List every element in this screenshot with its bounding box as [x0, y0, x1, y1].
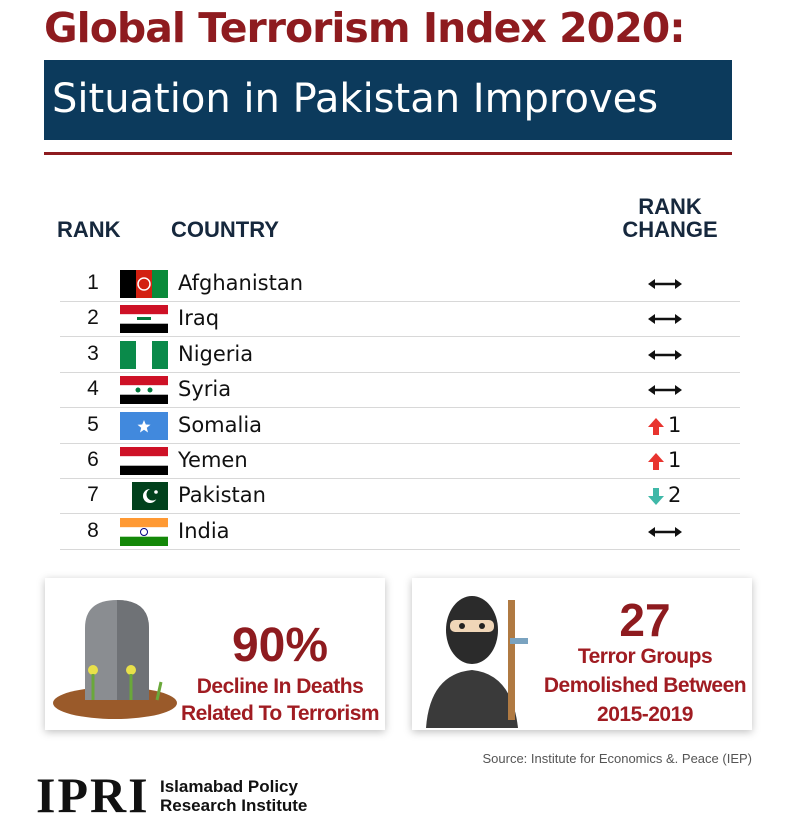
stat-text: Demolished Between — [543, 674, 747, 697]
stat-figure: 90% — [231, 619, 329, 672]
source: Source: Institute for Economics &. Peace… — [482, 751, 752, 766]
down-arrow-icon — [646, 486, 666, 506]
rank-number: 4 — [87, 377, 99, 401]
row-separator — [60, 442, 740, 444]
row-separator — [60, 301, 740, 302]
rank-number: 5 — [87, 412, 99, 436]
no-change-icon — [647, 277, 683, 291]
stat-figure: 27 — [619, 594, 671, 646]
country-name: India — [178, 518, 230, 543]
flag — [120, 340, 168, 373]
subtitle: Situation in Pakistan Improves — [52, 76, 659, 122]
stat-card — [412, 578, 752, 730]
org-name: Research Institute — [160, 796, 308, 815]
rank-number: 1 — [87, 271, 99, 294]
stat-text: Decline In Deaths — [196, 675, 364, 698]
flag — [120, 305, 168, 337]
rank-number: 7 — [87, 483, 99, 507]
row-separator — [60, 478, 740, 479]
militant-icon — [426, 596, 528, 728]
no-change-icon — [647, 525, 683, 539]
up-arrow-icon — [646, 451, 666, 471]
row-separator — [60, 407, 740, 409]
stat-text: Related To Terrorism — [180, 702, 380, 725]
gravestone-icon — [53, 600, 177, 719]
country-name: Iraq — [178, 306, 220, 331]
logo: IPRI — [36, 767, 150, 823]
country-header: COUNTRY — [171, 217, 279, 242]
country-name: Afghanistan — [178, 271, 304, 295]
title: Global Terrorism Index 2020: — [44, 4, 686, 52]
stat-text: 2015-2019 — [597, 703, 693, 726]
stat-card — [45, 578, 385, 730]
rank-header: RANK — [57, 217, 121, 242]
rank-number: 3 — [87, 341, 99, 365]
rank-number: 6 — [87, 448, 99, 471]
rank-number: 2 — [87, 306, 99, 330]
rank-change-value: 2 — [668, 483, 682, 508]
subtitle-band — [44, 60, 732, 140]
country-name: Yemen — [178, 448, 248, 472]
flag — [120, 517, 168, 550]
row-separator — [60, 513, 740, 515]
change-header: RANK — [638, 194, 702, 219]
flag — [120, 376, 168, 408]
row-separator — [60, 371, 740, 373]
stat-text: Terror Groups — [577, 645, 713, 668]
rank-number: 8 — [87, 518, 99, 542]
country-name: Somalia — [178, 412, 263, 437]
flag — [120, 270, 168, 302]
row-separator — [60, 548, 740, 550]
no-change-icon — [647, 348, 683, 362]
up-arrow-icon — [646, 416, 666, 436]
country-name: Pakistan — [178, 483, 266, 508]
no-change-icon — [647, 312, 683, 326]
country-name: Syria — [178, 377, 232, 402]
org-name: Islamabad Policy — [160, 777, 298, 796]
divider — [44, 152, 732, 155]
no-change-icon — [647, 383, 683, 397]
infographic: Global Terrorism Index 2020: Situation i… — [36, 4, 752, 823]
rank-change-value: 1 — [668, 412, 682, 437]
flag — [120, 411, 168, 444]
rank-change-value: 1 — [668, 448, 682, 472]
change-header: CHANGE — [622, 217, 718, 242]
flag — [120, 447, 168, 479]
row-separator — [60, 336, 740, 338]
country-name: Nigeria — [178, 341, 254, 366]
flag — [120, 482, 168, 514]
